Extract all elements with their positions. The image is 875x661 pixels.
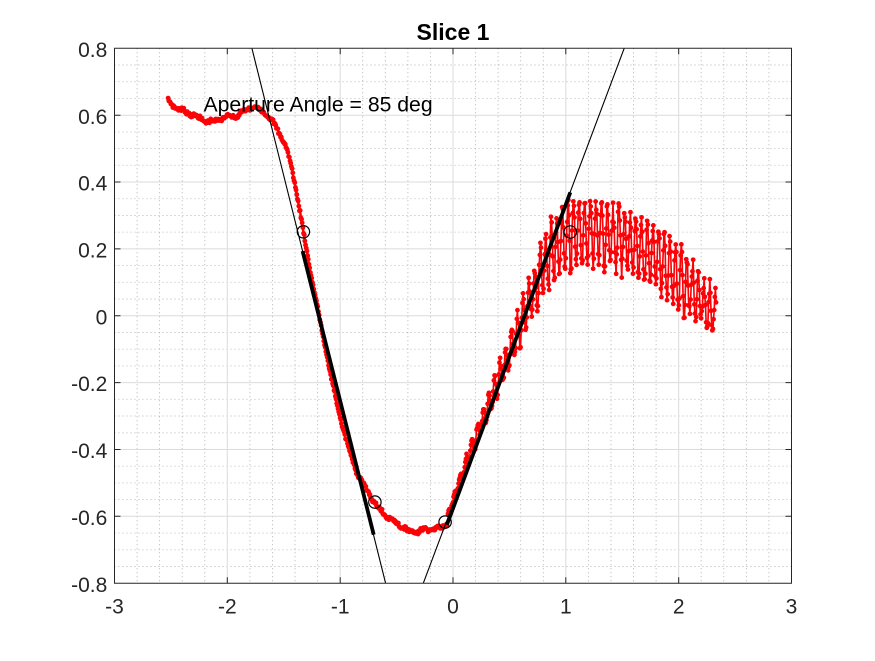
svg-text:2: 2 xyxy=(673,596,685,619)
svg-text:-3: -3 xyxy=(105,596,124,619)
svg-text:0: 0 xyxy=(96,306,108,329)
svg-text:-0.6: -0.6 xyxy=(71,507,107,530)
svg-text:-1: -1 xyxy=(331,596,350,619)
svg-text:0.2: 0.2 xyxy=(78,240,107,263)
svg-text:Slice 1: Slice 1 xyxy=(417,19,490,45)
svg-text:Aperture Angle = 85 deg: Aperture Angle = 85 deg xyxy=(204,94,433,117)
svg-text:1: 1 xyxy=(560,596,572,619)
svg-text:0.4: 0.4 xyxy=(78,173,108,196)
svg-text:-0.2: -0.2 xyxy=(71,373,107,396)
svg-text:3: 3 xyxy=(786,596,798,619)
svg-text:-2: -2 xyxy=(218,596,237,619)
svg-text:0.6: 0.6 xyxy=(78,106,107,129)
svg-text:0.8: 0.8 xyxy=(78,39,107,62)
svg-text:-0.8: -0.8 xyxy=(71,574,107,597)
svg-text:-0.4: -0.4 xyxy=(71,440,108,463)
svg-text:0: 0 xyxy=(447,596,459,619)
